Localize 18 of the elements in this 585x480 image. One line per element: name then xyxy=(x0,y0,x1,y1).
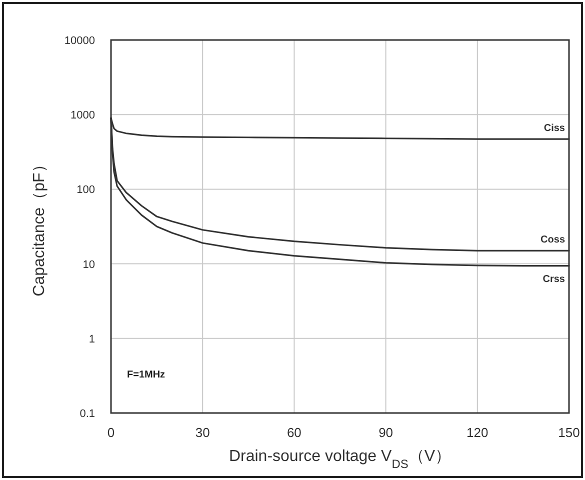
x-axis-title: Drain-source voltage V$_{DS}$（V） xyxy=(228,448,452,471)
y-tick-label: 10000 xyxy=(64,35,95,47)
x-tick-label: 90 xyxy=(378,425,394,440)
y-tick-label: 100 xyxy=(76,184,95,196)
series-label: Crss xyxy=(542,274,566,285)
y-tick-label: 0.1 xyxy=(80,408,95,420)
y-tick-label: 1 xyxy=(88,333,95,346)
x-tick-label: 0 xyxy=(107,425,115,440)
annotation: F=1MHz xyxy=(127,369,166,380)
series-label: Coss xyxy=(540,234,566,246)
x-tick-label: 120 xyxy=(466,425,488,440)
x-tick-label: 60 xyxy=(286,425,302,440)
y-tick-label: 10 xyxy=(82,258,95,271)
y-tick-label: 1000 xyxy=(70,110,95,122)
series-label: Ciss xyxy=(544,123,566,134)
x-tick-label: 30 xyxy=(195,425,210,440)
x-tick-label: 150 xyxy=(558,425,580,440)
y-axis-title: Capacitance（pF） xyxy=(31,156,48,296)
